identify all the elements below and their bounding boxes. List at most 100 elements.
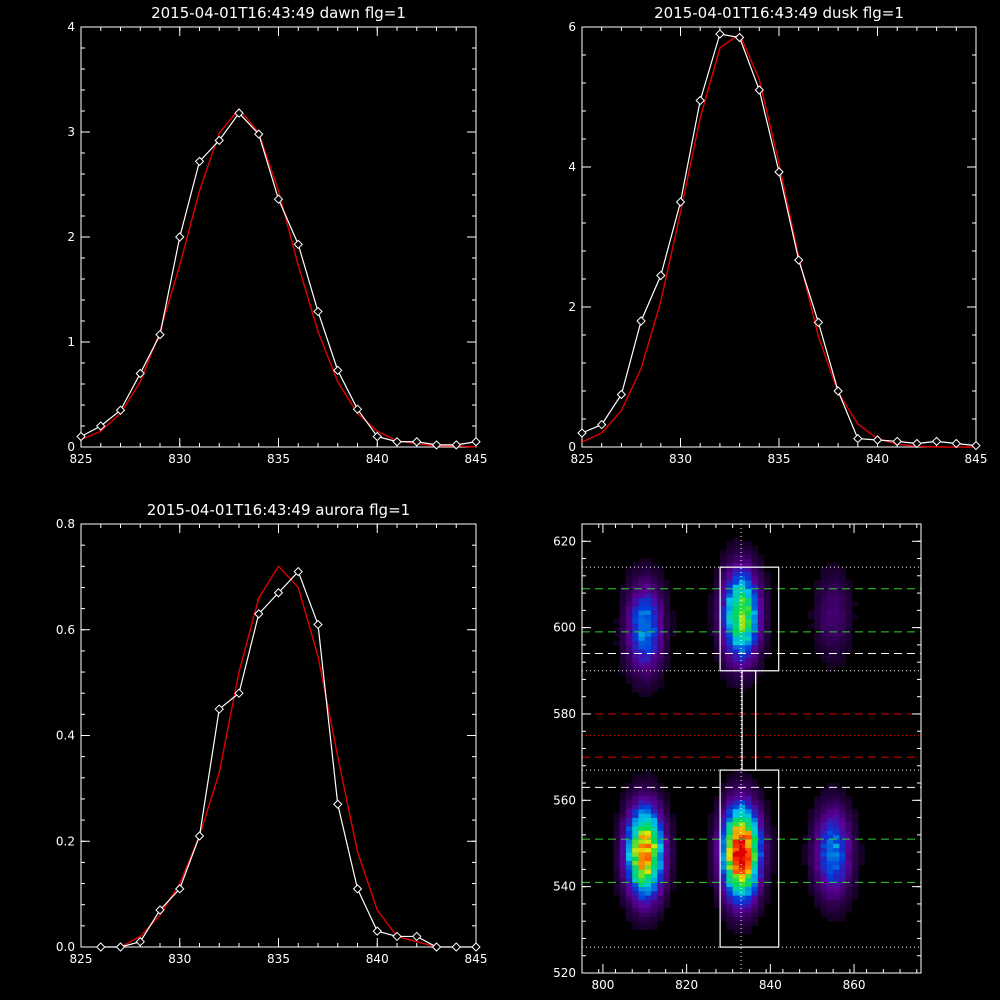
heatmap-cell: [820, 593, 828, 598]
heatmap-cell: [720, 580, 727, 585]
heatmap-cell: [632, 886, 639, 892]
heatmap-cell: [638, 873, 646, 879]
heatmap-cell: [820, 804, 828, 810]
heatmap-cell: [738, 882, 746, 887]
aurora-data-point: [352, 884, 363, 894]
heatmap-x-tick-label: 860: [843, 978, 866, 992]
heatmap-cell: [713, 800, 721, 805]
heatmap-cell: [745, 869, 752, 875]
heatmap-cell: [651, 791, 658, 797]
heatmap-cell: [713, 653, 721, 659]
heatmap-cell: [644, 882, 652, 887]
heatmap-cell: [845, 830, 853, 836]
heatmap-cell: [663, 839, 671, 844]
heatmap-cell: [651, 627, 658, 633]
heatmap-cell: [833, 865, 840, 870]
heatmap-cell: [826, 847, 834, 853]
heatmap-cell: [839, 588, 846, 594]
heatmap-cell: [720, 631, 727, 637]
heatmap-cell: [839, 649, 846, 654]
heatmap-cell: [726, 554, 733, 559]
heatmap-cell: [732, 856, 740, 862]
heatmap-cell: [745, 631, 752, 637]
heatmap-cell: [751, 610, 759, 615]
heatmap-cell: [757, 623, 765, 628]
heatmap-cell: [726, 869, 733, 875]
heatmap-cell: [713, 808, 721, 814]
heatmap-cell: [764, 580, 771, 585]
heatmap-cell: [638, 908, 646, 913]
heatmap-cell: [644, 899, 652, 905]
heatmap-cell: [826, 580, 834, 585]
heatmap-cell: [720, 886, 727, 892]
heatmap-cell: [619, 865, 627, 870]
heatmap-cell: [845, 627, 853, 633]
heatmap-cell: [738, 606, 746, 611]
heatmap-cell: [732, 562, 740, 568]
heatmap-cell: [745, 839, 752, 844]
heatmap-cell: [669, 834, 677, 840]
heatmap-cell: [858, 843, 865, 849]
heatmap-cell: [638, 627, 646, 633]
heatmap-cell: [657, 908, 664, 913]
heatmap-cell: [801, 856, 809, 862]
heatmap-cell: [720, 916, 727, 922]
heatmap-cell: [820, 636, 828, 641]
heatmap-cell: [851, 895, 859, 900]
heatmap-cell: [619, 826, 627, 831]
heatmap-cell: [663, 597, 671, 603]
heatmap-cell: [663, 873, 671, 879]
heatmap-cell: [619, 873, 627, 879]
heatmap-cell: [726, 662, 733, 667]
heatmap-cell: [814, 644, 821, 650]
heatmap-cell: [820, 627, 828, 633]
heatmap-cell: [625, 649, 633, 654]
heatmap-cell: [814, 826, 821, 831]
heatmap-cell: [638, 834, 646, 840]
heatmap-cell: [839, 662, 846, 667]
heatmap-cell: [770, 839, 777, 844]
heatmap-cell: [826, 886, 834, 892]
heatmap-cell: [839, 631, 846, 637]
heatmap-cell: [751, 873, 759, 879]
heatmap-cell: [663, 834, 671, 840]
heatmap-cell: [751, 636, 759, 641]
heatmap-cell: [726, 813, 733, 818]
heatmap-cell: [745, 895, 752, 900]
dusk-data-point: [951, 438, 962, 449]
heatmap-cell: [833, 912, 840, 918]
heatmap-cell: [745, 795, 752, 801]
heatmap-cell: [669, 830, 677, 836]
heatmap-cell: [726, 800, 733, 805]
heatmap-cell: [751, 558, 759, 564]
heatmap-cell: [726, 683, 733, 689]
heatmap-cell: [820, 640, 828, 646]
heatmap-cell: [745, 830, 752, 836]
heatmap-cell: [826, 657, 834, 663]
heatmap-cell: [751, 675, 759, 680]
heatmap-cell: [757, 873, 765, 879]
heatmap-cell: [845, 847, 853, 853]
heatmap-cell: [663, 580, 671, 585]
dawn-x-tick-label: 825: [70, 452, 93, 466]
heatmap-cell: [826, 830, 834, 836]
heatmap-cell: [644, 921, 652, 926]
heatmap-cell: [808, 865, 815, 870]
heatmap-cell: [833, 653, 840, 659]
heatmap-cell: [663, 636, 671, 641]
heatmap-cell: [751, 830, 759, 836]
heatmap-cell: [764, 623, 771, 628]
heatmap-cell: [625, 679, 633, 685]
heatmap-cell: [833, 882, 840, 887]
heatmap-cell: [757, 813, 765, 818]
heatmap-cell: [745, 575, 752, 581]
heatmap-cell: [745, 601, 752, 607]
heatmap-cell: [644, 878, 652, 883]
heatmap-cell: [657, 830, 664, 836]
heatmap-cell: [845, 623, 853, 628]
aurora-x-tick-label: 830: [168, 952, 191, 966]
heatmap-cell: [657, 584, 664, 590]
heatmap-cell: [732, 873, 740, 879]
heatmap-cell: [826, 606, 834, 611]
heatmap-cell: [738, 593, 746, 598]
